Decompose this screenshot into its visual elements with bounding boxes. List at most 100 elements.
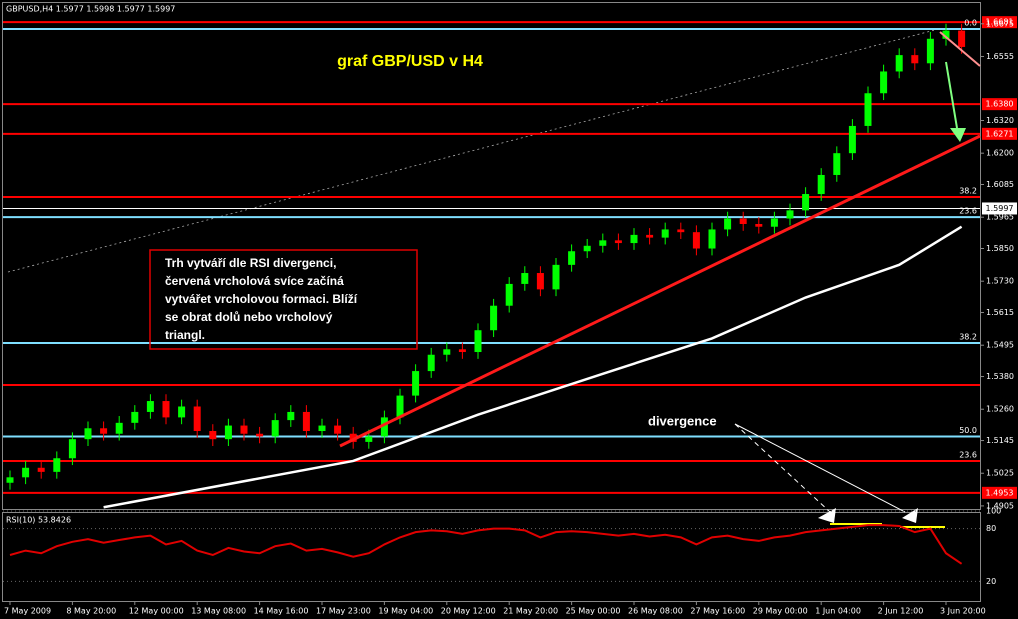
candle-body [568, 251, 576, 265]
x-tick-label: 25 May 00:00 [566, 607, 621, 616]
note-line: vytvářet vrcholovou formaci. Blíží [165, 292, 358, 306]
rsi-line [9, 524, 963, 565]
rsi-label: RSI(10) 53.8426 [6, 516, 71, 525]
y-tick-label: 1.6555 [986, 52, 1014, 61]
note-line: triangl. [165, 328, 205, 342]
y-tick-label: 1.4905 [986, 501, 1014, 510]
candle-body [224, 425, 232, 440]
candle-body [692, 232, 700, 249]
candle-body [646, 234, 654, 238]
x-tick-label: 19 May 04:00 [378, 607, 433, 616]
candle-body [271, 420, 279, 437]
y-tick-label: 1.6200 [986, 149, 1014, 158]
x-tick-label: 27 May 16:00 [690, 607, 745, 616]
candle-body [209, 431, 217, 440]
candle-body [22, 467, 30, 478]
main-frame [2, 2, 981, 510]
price-label-box [982, 98, 1017, 111]
candle-body [880, 71, 888, 94]
candle-body [84, 428, 92, 440]
candle-body [178, 406, 186, 418]
y-tick-label: 1.5965 [986, 213, 1014, 222]
y-tick-label: 1.5260 [986, 405, 1014, 414]
arrowhead [818, 508, 836, 523]
candle-body [443, 349, 451, 355]
candle-body [770, 218, 778, 227]
candle-body [365, 436, 373, 442]
candle-body [490, 305, 498, 331]
x-tick-label: 17 May 23:00 [316, 607, 371, 616]
candle-body [724, 218, 732, 230]
rsi-tick-label: 100 [986, 507, 1001, 516]
candle-body [583, 245, 591, 252]
candle-body [848, 125, 856, 154]
candle-body [614, 240, 622, 244]
price-label-box [982, 486, 1017, 499]
x-tick-label: 2 Jun 12:00 [878, 607, 924, 616]
chart-title: graf GBP/USD v H4 [337, 53, 483, 70]
fib-label: 0.0 [964, 18, 977, 27]
candle-body [396, 395, 404, 418]
candle-body [505, 283, 513, 306]
price-label: 1.4953 [986, 488, 1014, 497]
fib-label: 50.0 [959, 426, 977, 435]
candle-body [833, 153, 841, 175]
arrowhead [902, 508, 918, 523]
candle-body [380, 417, 388, 437]
candle-body [942, 30, 950, 39]
x-tick-label: 3 Jun 20:00 [940, 607, 986, 616]
x-tick-label: 12 May 00:00 [129, 607, 184, 616]
y-tick-label: 1.5850 [986, 244, 1014, 253]
candle-body [53, 458, 61, 472]
candle-body [630, 234, 638, 244]
candle-body [115, 422, 123, 434]
x-tick-label: 14 May 16:00 [254, 607, 309, 616]
header: GBPUSD,H4 1.5977 1.5998 1.5977 1.5997 [6, 5, 175, 14]
candle-body [193, 406, 201, 432]
y-tick-label: 1.5145 [986, 436, 1014, 445]
candle-body [895, 55, 903, 72]
fib-label: 38.2 [959, 187, 977, 196]
candle-body [708, 229, 716, 249]
fib-label: 23.6 [959, 450, 977, 459]
candle-body [958, 30, 966, 47]
price-label: 1.5997 [986, 204, 1014, 213]
y-tick-label: 1.6085 [986, 180, 1014, 189]
note-line: se obrat dolů nebo vrcholový [165, 310, 333, 324]
x-tick-label: 20 May 12:00 [441, 607, 496, 616]
price-label: 1.6380 [986, 100, 1014, 109]
solid-arrow [734, 423, 906, 513]
candle-body [552, 264, 560, 290]
trend-line [339, 134, 981, 448]
candle-body [926, 38, 934, 64]
pink-line [939, 31, 981, 67]
y-tick-label: 1.5495 [986, 341, 1014, 350]
candle-body [458, 349, 466, 353]
candle-body [864, 93, 872, 126]
y-tick-label: 1.6320 [986, 116, 1014, 125]
price-label-box [982, 16, 1017, 29]
levels: 1.6681 0.0 1.6380 1.6271 38.2 1.5997 23.6 38.2 5… [3, 16, 1017, 499]
y-tick-label: 1.5615 [986, 308, 1014, 317]
dashed-arrow [734, 423, 831, 513]
green-arrowhead [950, 128, 966, 142]
y-tick-label: 1.5380 [986, 372, 1014, 381]
candle-body [37, 467, 45, 472]
fib-label: 38.2 [959, 333, 977, 342]
candles [6, 23, 966, 509]
candle-body [240, 425, 248, 434]
y-tick-label: 1.5025 [986, 469, 1014, 478]
x-tick-label: 7 May 2009 [4, 607, 51, 616]
price-label-box [982, 127, 1017, 140]
candle-body [100, 428, 108, 434]
note-box [149, 249, 418, 350]
moving-average [103, 225, 963, 509]
divergence-label: divergence [648, 413, 717, 428]
price-label-box [982, 202, 1017, 215]
candle-body [68, 439, 76, 459]
candle-body [318, 425, 326, 432]
x-tick-label: 8 May 20:00 [66, 607, 116, 616]
candle-body [599, 240, 607, 246]
y-tick-label: 1.5730 [986, 277, 1014, 286]
